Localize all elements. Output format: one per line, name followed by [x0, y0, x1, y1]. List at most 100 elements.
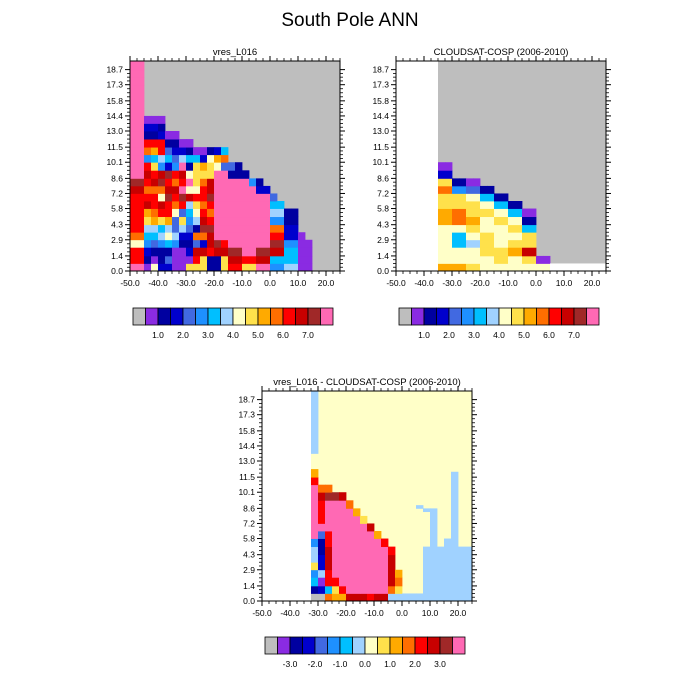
heatmap-cell	[515, 239, 523, 248]
heatmap-cell	[284, 232, 292, 241]
heatmap-cell	[165, 154, 173, 163]
heatmap-cell	[452, 255, 460, 264]
heatmap-cell	[151, 139, 159, 148]
heatmap-cell	[165, 239, 173, 248]
heatmap-cell	[179, 154, 187, 163]
panel-title: vres_L016 - CLOUDSAT-COSP (2006-2010)	[273, 377, 461, 388]
heatmap-cell	[452, 185, 460, 194]
heatmap-cell	[438, 170, 446, 179]
heatmap-cell	[207, 178, 215, 187]
heatmap-cell	[242, 216, 250, 226]
x-tick-label: 10.0	[422, 608, 439, 618]
heatmap-cell	[165, 263, 173, 272]
heatmap-cell	[480, 193, 488, 202]
heatmap-cell	[311, 562, 319, 571]
heatmap-cell	[158, 263, 166, 272]
heatmap-cell	[501, 224, 509, 233]
heatmap-cell	[186, 216, 194, 226]
heatmap-cell	[501, 208, 509, 218]
x-tick-label: -50.0	[386, 278, 406, 288]
colorbar-swatch	[327, 636, 341, 655]
y-tick-label: 11.5	[239, 472, 255, 482]
heatmap-cell	[172, 154, 180, 163]
heatmap-cell	[193, 247, 201, 257]
heatmap-cell	[325, 492, 333, 501]
x-tick-label: 20.0	[584, 278, 601, 288]
heatmap-cell	[256, 255, 264, 264]
y-tick-label: 14.4	[372, 111, 389, 121]
heatmap-cell	[235, 162, 243, 171]
heatmap-cell	[221, 154, 229, 163]
heatmap-cell	[179, 208, 187, 218]
heatmap-cell	[473, 193, 481, 202]
heatmap-cell	[158, 201, 166, 209]
heatmap-cell	[193, 154, 201, 163]
heatmap-cell	[186, 147, 194, 156]
y-tick-label: 1.4	[377, 251, 389, 261]
heatmap-cell	[473, 216, 481, 226]
y-tick-label: 1.4	[243, 581, 255, 591]
heatmap-cell	[494, 263, 502, 272]
heatmap-cell	[193, 216, 201, 226]
colorbar-swatch	[461, 307, 475, 326]
heatmap-cell	[459, 193, 467, 202]
heatmap-cell	[318, 492, 326, 501]
heatmap-cell	[284, 255, 292, 264]
heatmap-cell	[228, 224, 236, 233]
heatmap-cell	[480, 247, 488, 257]
heatmap-cell	[445, 178, 453, 187]
heatmap-cell	[200, 170, 208, 179]
heatmap-cell	[207, 255, 215, 264]
heatmap-cell	[263, 185, 271, 194]
heatmap-cell	[291, 239, 299, 248]
heatmap-cell	[270, 239, 278, 248]
heatmap-cell	[130, 224, 138, 233]
x-tick-label: -20.0	[204, 278, 224, 288]
heatmap-cell	[165, 224, 173, 233]
heatmap-cell	[536, 263, 544, 272]
heatmap-cell	[151, 193, 159, 202]
x-tick-label: -20.0	[470, 278, 490, 288]
heatmap-cell	[298, 247, 306, 257]
heatmap-cell	[395, 569, 403, 578]
x-tick-label: -50.0	[252, 608, 272, 618]
heatmap-cell	[130, 232, 138, 241]
heatmap-cell	[325, 546, 333, 571]
heatmap-cell	[144, 147, 152, 156]
heatmap-cell	[263, 255, 271, 264]
heatmap-cell	[452, 224, 460, 233]
heatmap-cell	[445, 185, 453, 194]
y-tick-label: 13.0	[372, 126, 389, 136]
heatmap-cell	[466, 239, 474, 248]
colorbar-swatch	[339, 636, 353, 655]
heatmap-cell	[494, 208, 502, 218]
x-tick-label: -30.0	[442, 278, 462, 288]
heatmap-cell	[165, 255, 173, 264]
heatmap-cell	[200, 162, 208, 171]
heatmap-cell	[501, 255, 509, 264]
heatmap-cell	[284, 239, 292, 248]
colorbar: 1.0 2.0 3.0 4.0 5.0 6.0 7.0	[398, 307, 600, 340]
heatmap-cell	[529, 224, 537, 233]
heatmap-cell	[459, 201, 467, 209]
heatmap-cell	[172, 208, 180, 218]
heatmap-cell	[130, 131, 138, 140]
heatmap-cell	[137, 123, 145, 132]
heatmap-cell	[214, 255, 222, 264]
heatmap-cell	[200, 193, 208, 202]
y-tick-label: 7.2	[377, 188, 389, 198]
heatmap-cell	[263, 208, 271, 218]
heatmap-cell	[207, 224, 215, 233]
y-tick-label: 10.1	[106, 157, 123, 167]
heatmap-cell	[367, 531, 375, 594]
colorbar-swatch	[523, 307, 537, 326]
heatmap-cell	[325, 593, 333, 602]
heatmap-cell	[179, 247, 187, 257]
heatmap-cell	[228, 178, 236, 187]
heatmap-cell	[144, 123, 152, 132]
heatmap-cell	[277, 224, 285, 233]
heatmap-cell	[200, 178, 208, 187]
heatmap-cell	[487, 232, 495, 241]
heatmap-cell	[277, 239, 285, 248]
heatmap-cell	[256, 193, 264, 202]
